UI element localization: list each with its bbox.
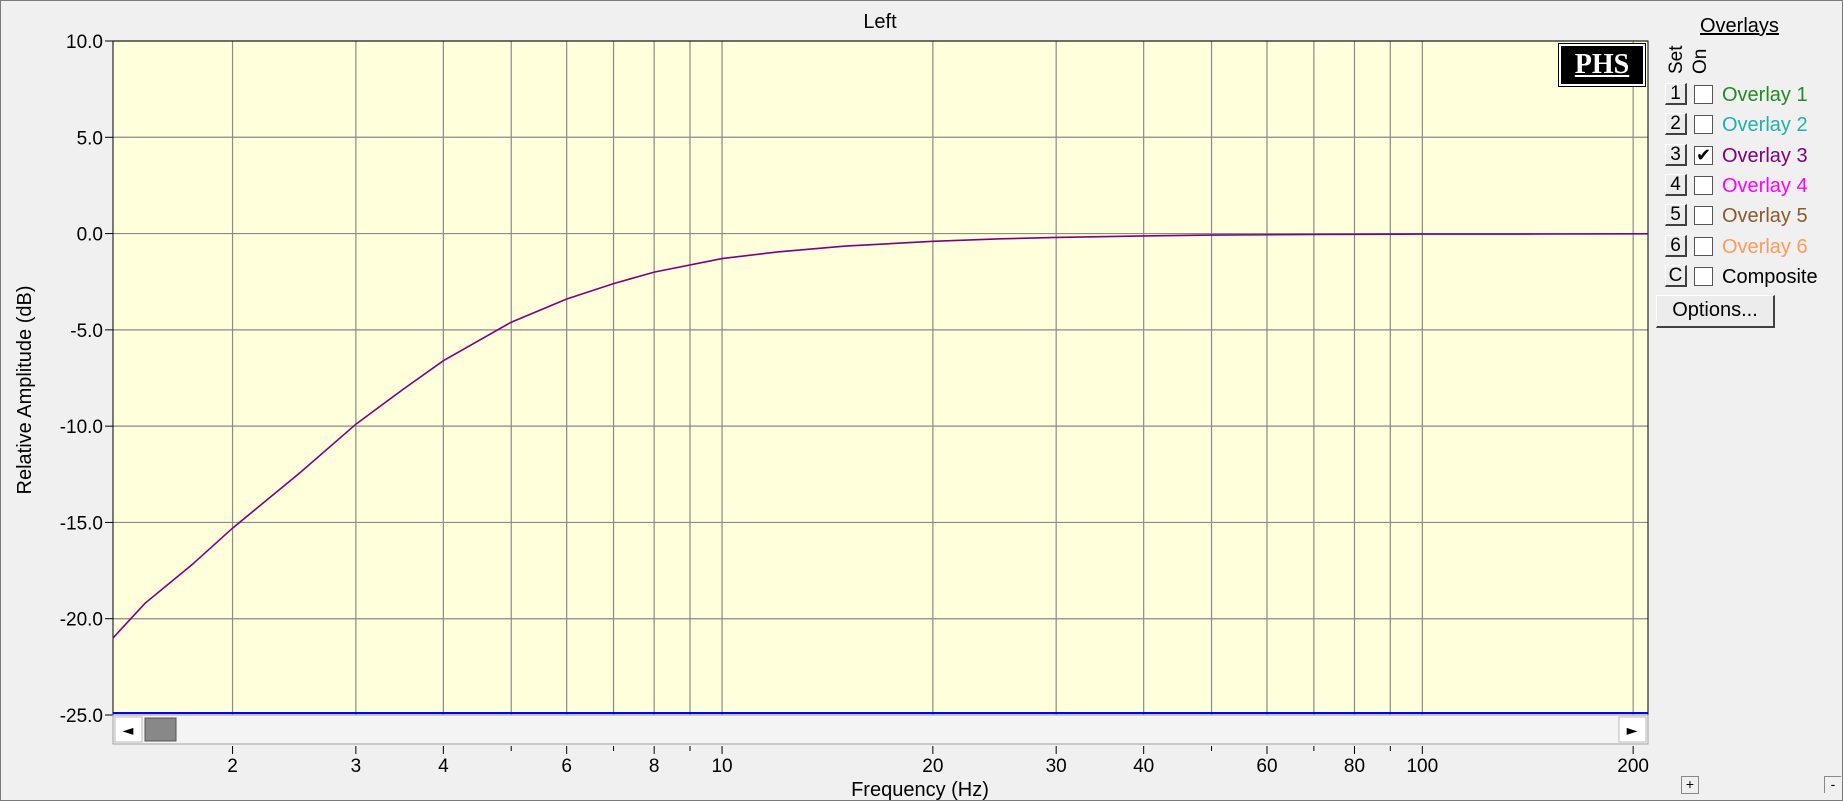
scroll-thumb[interactable] — [144, 717, 177, 742]
overlay-checkbox-6[interactable] — [1694, 236, 1713, 256]
x-tick-label: 40 — [1133, 756, 1154, 777]
x-tick-label: 3 — [351, 756, 362, 777]
set-column-header: Set — [1666, 45, 1687, 74]
x-tick-label: 2 — [227, 756, 238, 777]
set-button-6[interactable]: 6 — [1665, 234, 1687, 257]
x-tick-label: 4 — [438, 756, 449, 777]
set-button-4[interactable]: 4 — [1665, 173, 1687, 196]
options-button[interactable]: Options... — [1656, 295, 1775, 328]
x-tick-label: 200 — [1617, 756, 1649, 777]
overlay-label: Overlay 5 — [1722, 205, 1808, 228]
x-tick-label: 60 — [1256, 756, 1277, 777]
x-tick-label: 20 — [922, 756, 943, 777]
overlay-checkbox-4[interactable] — [1694, 175, 1713, 195]
y-tick-label: 5.0 — [77, 128, 103, 149]
x-axis-label: Frequency (Hz) — [851, 779, 989, 801]
overlay-label: Composite — [1722, 265, 1818, 288]
y-tick-label: 10.0 — [66, 32, 103, 53]
set-button-5[interactable]: 5 — [1665, 204, 1687, 227]
phs-logo: PHS — [1558, 43, 1646, 87]
series-line-overlay-3 — [112, 233, 1649, 639]
overlay-label: Overlay 2 — [1722, 114, 1808, 137]
overlay-checkbox-1[interactable] — [1694, 85, 1713, 104]
chart-title: Left — [863, 11, 897, 33]
y-tick-label: 0.0 — [77, 225, 103, 246]
x-tick-label: 6 — [561, 756, 572, 777]
overlay-label: Overlay 3 — [1722, 144, 1808, 167]
set-button-1[interactable]: 1 — [1665, 83, 1687, 105]
overlay-label: Overlay 6 — [1722, 235, 1808, 258]
x-tick-label: 100 — [1406, 756, 1438, 777]
collapse-minus-button[interactable]: - — [1824, 776, 1841, 793]
x-tick-label: 30 — [1046, 756, 1067, 777]
set-button-c[interactable]: C — [1665, 264, 1687, 287]
on-column-header: On — [1690, 48, 1711, 74]
overlay-checkbox-7[interactable] — [1694, 266, 1713, 286]
y-tick-label: -20.0 — [60, 610, 103, 631]
overlays-title: Overlays — [1700, 15, 1779, 37]
horizontal-scrollbar[interactable]: ◄ ► — [112, 714, 1649, 745]
y-tick-label: -25.0 — [60, 706, 103, 727]
overlay-checkbox-2[interactable] — [1694, 115, 1713, 135]
overlay-checkbox-3[interactable]: ✔ — [1694, 144, 1713, 165]
scroll-right-arrow-icon[interactable]: ► — [1627, 723, 1638, 739]
overlay-label: Overlay 1 — [1722, 84, 1808, 106]
x-tick-label: 10 — [711, 756, 732, 777]
overlay-checkbox-5[interactable] — [1694, 206, 1713, 226]
y-tick-label: -5.0 — [70, 321, 103, 342]
checkmark-icon: ✔ — [1695, 144, 1712, 165]
plot-area — [113, 41, 1648, 715]
y-tick-label: -15.0 — [60, 513, 103, 534]
x-tick-label: 8 — [649, 756, 660, 777]
y-tick-label: -10.0 — [60, 417, 103, 438]
expand-plus-button[interactable]: + — [1681, 776, 1699, 794]
set-button-2[interactable]: 2 — [1665, 113, 1687, 136]
scroll-left-arrow-icon[interactable]: ◄ — [123, 723, 134, 739]
set-button-3[interactable]: 3 — [1665, 143, 1687, 166]
y-axis-label: Relative Amplitude (dB) — [14, 286, 36, 495]
x-tick-label: 80 — [1344, 756, 1365, 777]
overlay-label: Overlay 4 — [1722, 174, 1808, 197]
